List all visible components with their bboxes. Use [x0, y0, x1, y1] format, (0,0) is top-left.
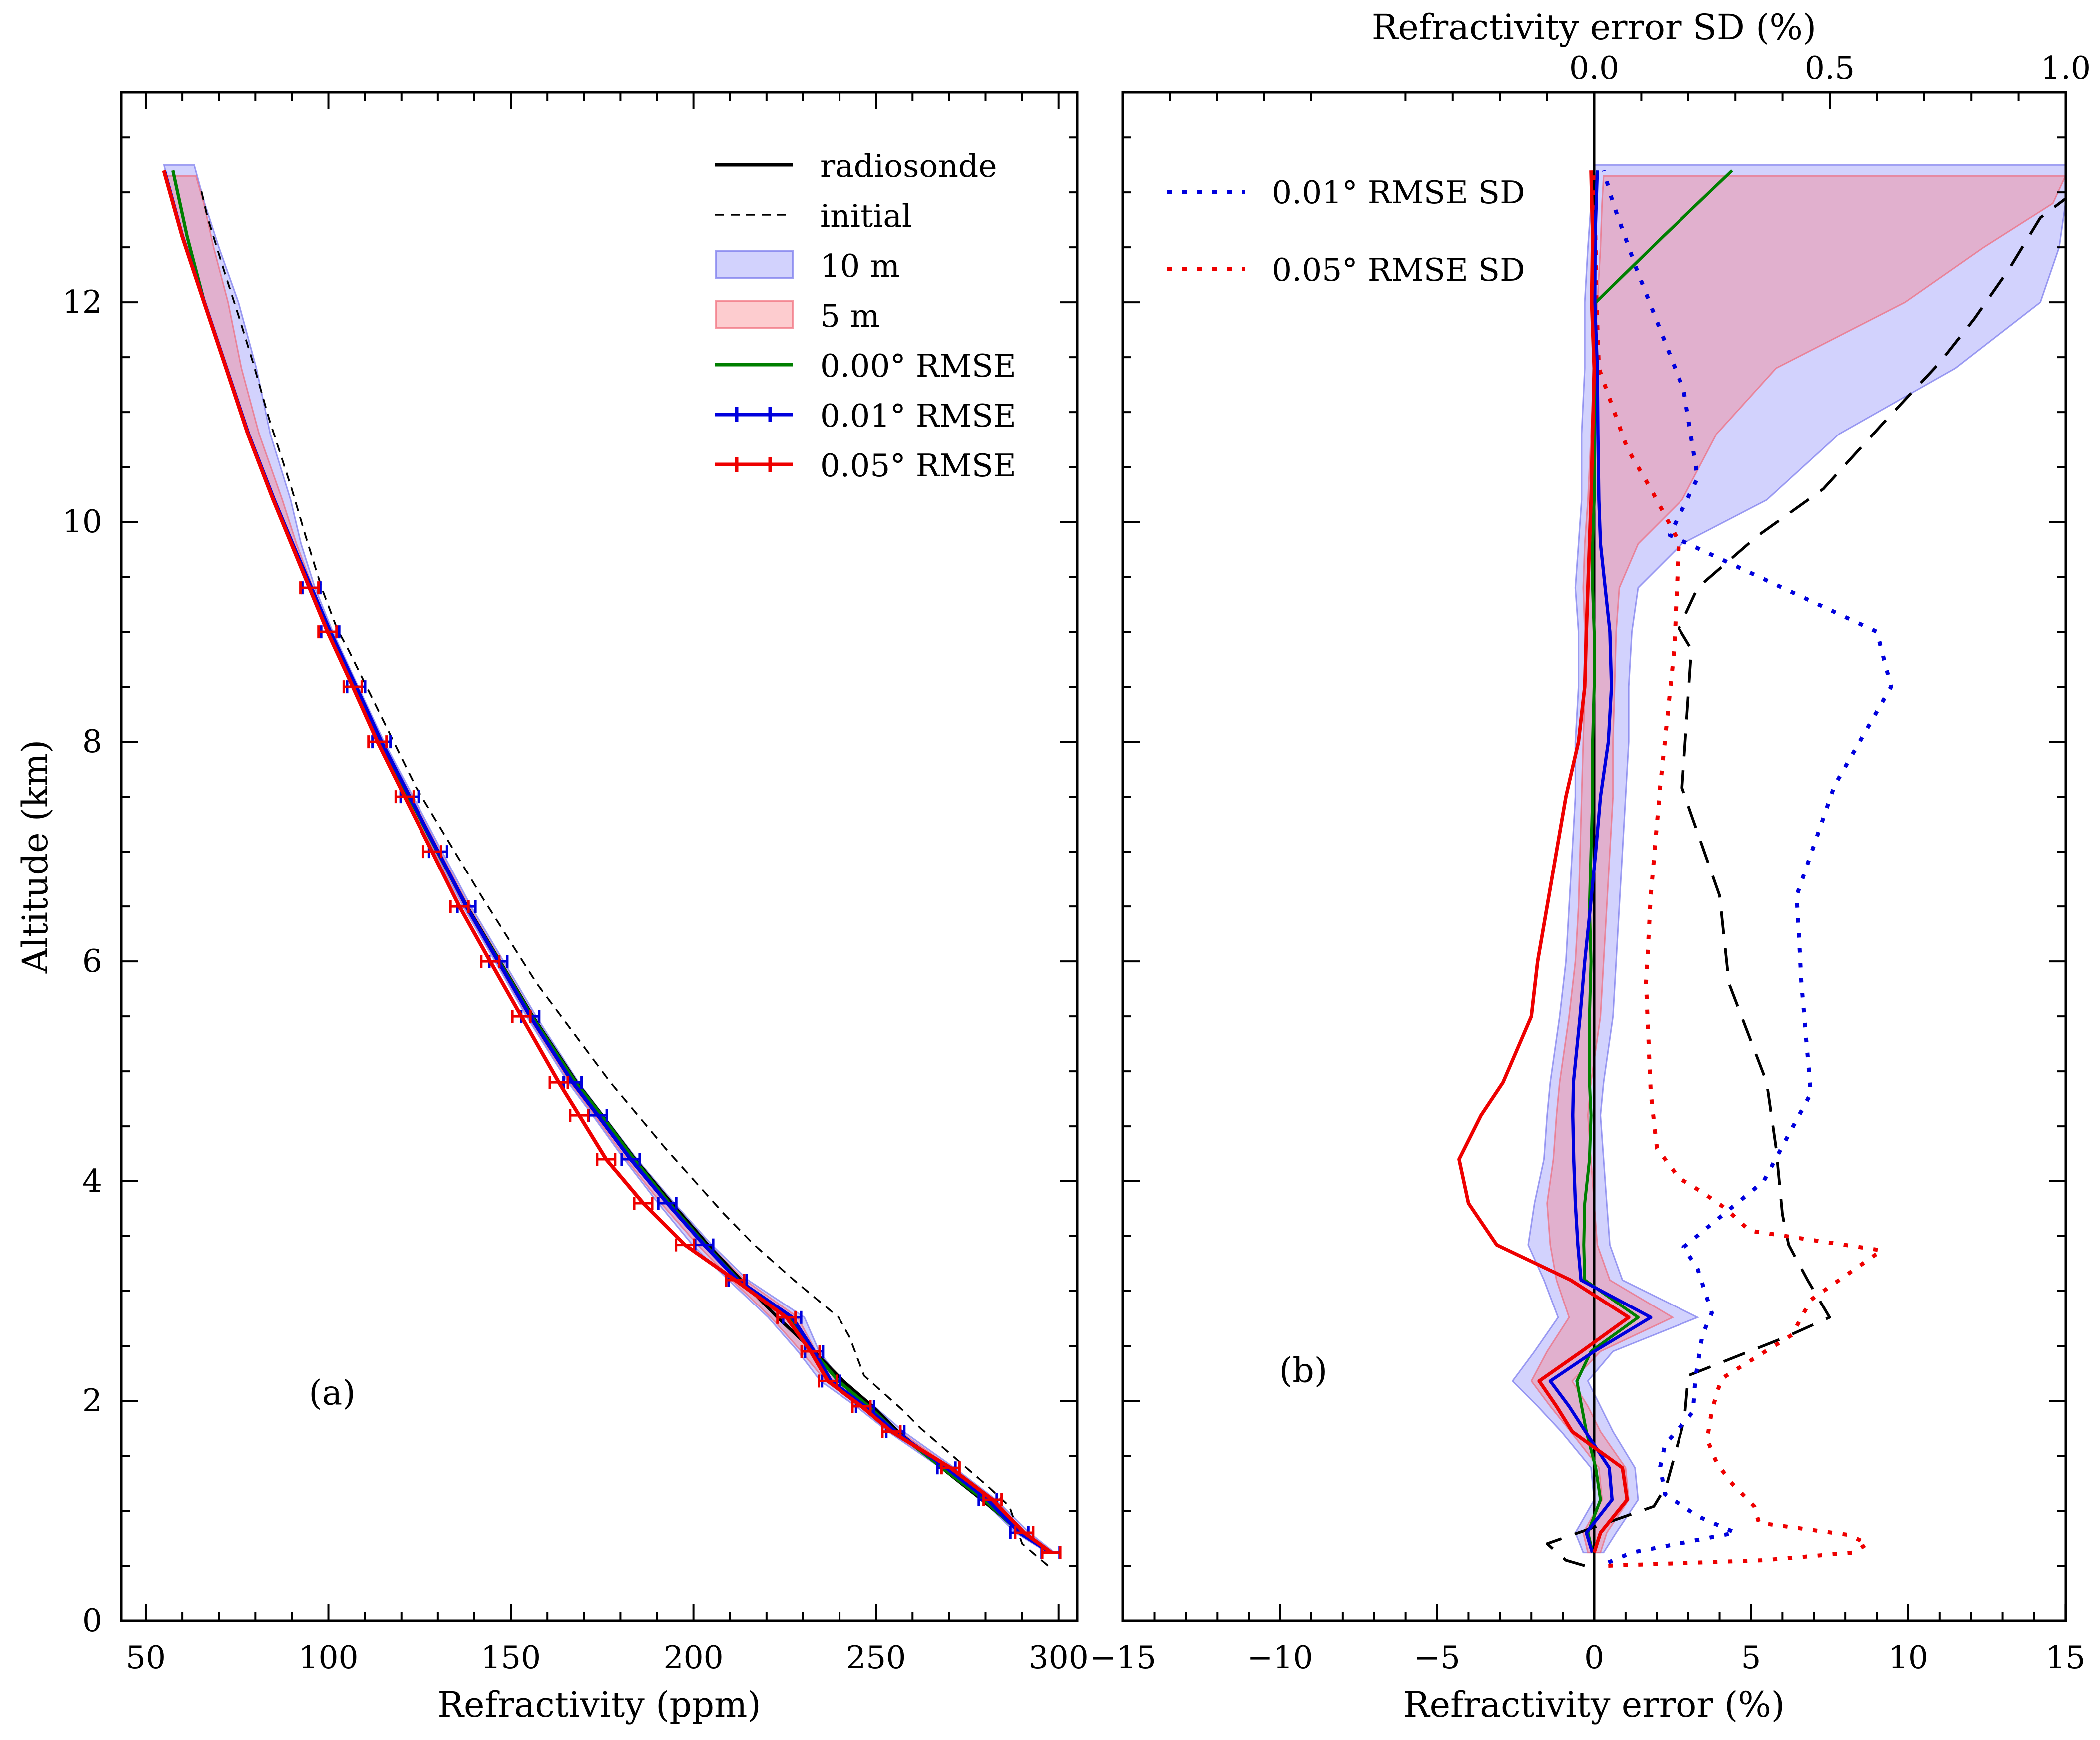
svg-text:5: 5 [1741, 1639, 1761, 1676]
svg-text:50: 50 [126, 1639, 166, 1676]
svg-text:10: 10 [1888, 1639, 1928, 1676]
svg-text:−10: −10 [1247, 1639, 1313, 1676]
panel-a-legend: radiosonde initial 10 m 5 m 0.00° RMSE 0.01° … [714, 141, 1016, 490]
legend-item-rmse005: 0.05° RMSE [714, 440, 1016, 490]
legend-swatch-line-dashed-thin [715, 214, 793, 216]
panel-a-label: (a) [309, 1373, 356, 1413]
svg-text:10: 10 [62, 503, 102, 540]
legend-label-band10m: 10 m [820, 247, 900, 284]
y-axis-title-wrap: Altitude (km) [15, 740, 56, 974]
svg-text:15: 15 [2045, 1639, 2085, 1676]
svg-text:2: 2 [82, 1382, 102, 1419]
axes: 50 100 150 200 250 300 0 2 4 6 8 10 12 −15 −10 −5 0 5 10 15… [62, 50, 2091, 1676]
panel-b-legend: 0.01° RMSE SD 0.05° RMSE SD [1166, 154, 1525, 309]
legend-swatch-line-blue-caps [715, 407, 793, 422]
legend-swatch-rect-pink [715, 300, 794, 329]
legend-item-initial: initial [714, 191, 1016, 241]
legend-swatch-wrap-rmse001 [714, 399, 794, 433]
legend-label-rmse000: 0.00° RMSE [820, 347, 1016, 384]
svg-text:0.0: 0.0 [1569, 50, 1619, 86]
legend-label-initial: initial [820, 197, 912, 234]
svg-text:0: 0 [1584, 1639, 1604, 1676]
y-axis-title: Altitude (km) [15, 739, 56, 974]
legend-item-radiosonde: radiosonde [714, 141, 1016, 191]
legend-swatch-wrap-sd001 [1166, 176, 1246, 210]
panel-b-label: (b) [1279, 1351, 1328, 1391]
legend-swatch-wrap-rmse000 [714, 349, 794, 383]
legend-label-sd001: 0.01° RMSE SD [1272, 174, 1525, 211]
panel-b [1457, 92, 2066, 1621]
legend-item-rmse000: 0.00° RMSE [714, 341, 1016, 391]
svg-text:6: 6 [82, 943, 102, 979]
svg-text:300: 300 [1029, 1639, 1089, 1676]
svg-text:100: 100 [298, 1639, 358, 1676]
legend-swatch-dotted-red [1167, 267, 1245, 271]
legend-label-rmse001: 0.01° RMSE [820, 397, 1016, 434]
legend-label-rmse005: 0.05° RMSE [820, 447, 1016, 484]
svg-text:12: 12 [62, 284, 102, 320]
svg-text:8: 8 [82, 723, 102, 760]
svg-text:1.0: 1.0 [2041, 50, 2091, 86]
legend-item-sd005: 0.05° RMSE SD [1166, 231, 1525, 309]
svg-text:−15: −15 [1090, 1639, 1156, 1676]
legend-item-band5m: 5 m [714, 291, 1016, 341]
panel-a-x-axis-title: Refractivity (ppm) [437, 1684, 761, 1725]
panel-a [162, 164, 1062, 1567]
panel-b-x-axis-title: Refractivity error (%) [1403, 1684, 1785, 1725]
svg-text:4: 4 [82, 1163, 102, 1199]
svg-text:0: 0 [82, 1602, 102, 1639]
legend-item-band10m: 10 m [714, 241, 1016, 291]
legend-swatch-wrap-band10m [714, 249, 794, 283]
svg-text:150: 150 [481, 1639, 541, 1676]
legend-label-band5m: 5 m [820, 297, 880, 334]
legend-label-sd005: 0.05° RMSE SD [1272, 252, 1525, 288]
legend-label-radiosonde: radiosonde [820, 147, 997, 184]
legend-swatch-line-green [715, 363, 793, 367]
legend-swatch-rect-blue [715, 250, 794, 279]
legend-swatch-wrap-band5m [714, 299, 794, 333]
legend-swatch-wrap-sd005 [1166, 253, 1246, 287]
legend-swatch-wrap-initial [714, 199, 794, 233]
legend-item-rmse001: 0.01° RMSE [714, 391, 1016, 440]
svg-text:250: 250 [846, 1639, 906, 1676]
svg-text:200: 200 [663, 1639, 723, 1676]
legend-swatch-dotted-blue [1167, 189, 1245, 194]
svg-text:0.5: 0.5 [1805, 50, 1855, 86]
legend-swatch-line-red-caps [715, 457, 793, 472]
legend-item-sd001: 0.01° RMSE SD [1166, 154, 1525, 231]
legend-swatch-line-black [715, 163, 793, 167]
legend-swatch-wrap-radiosonde [714, 149, 794, 183]
panel-b-top-axis-title: Refractivity error SD (%) [1371, 7, 1817, 48]
legend-swatch-wrap-rmse005 [714, 448, 794, 482]
svg-text:−5: −5 [1414, 1639, 1460, 1676]
